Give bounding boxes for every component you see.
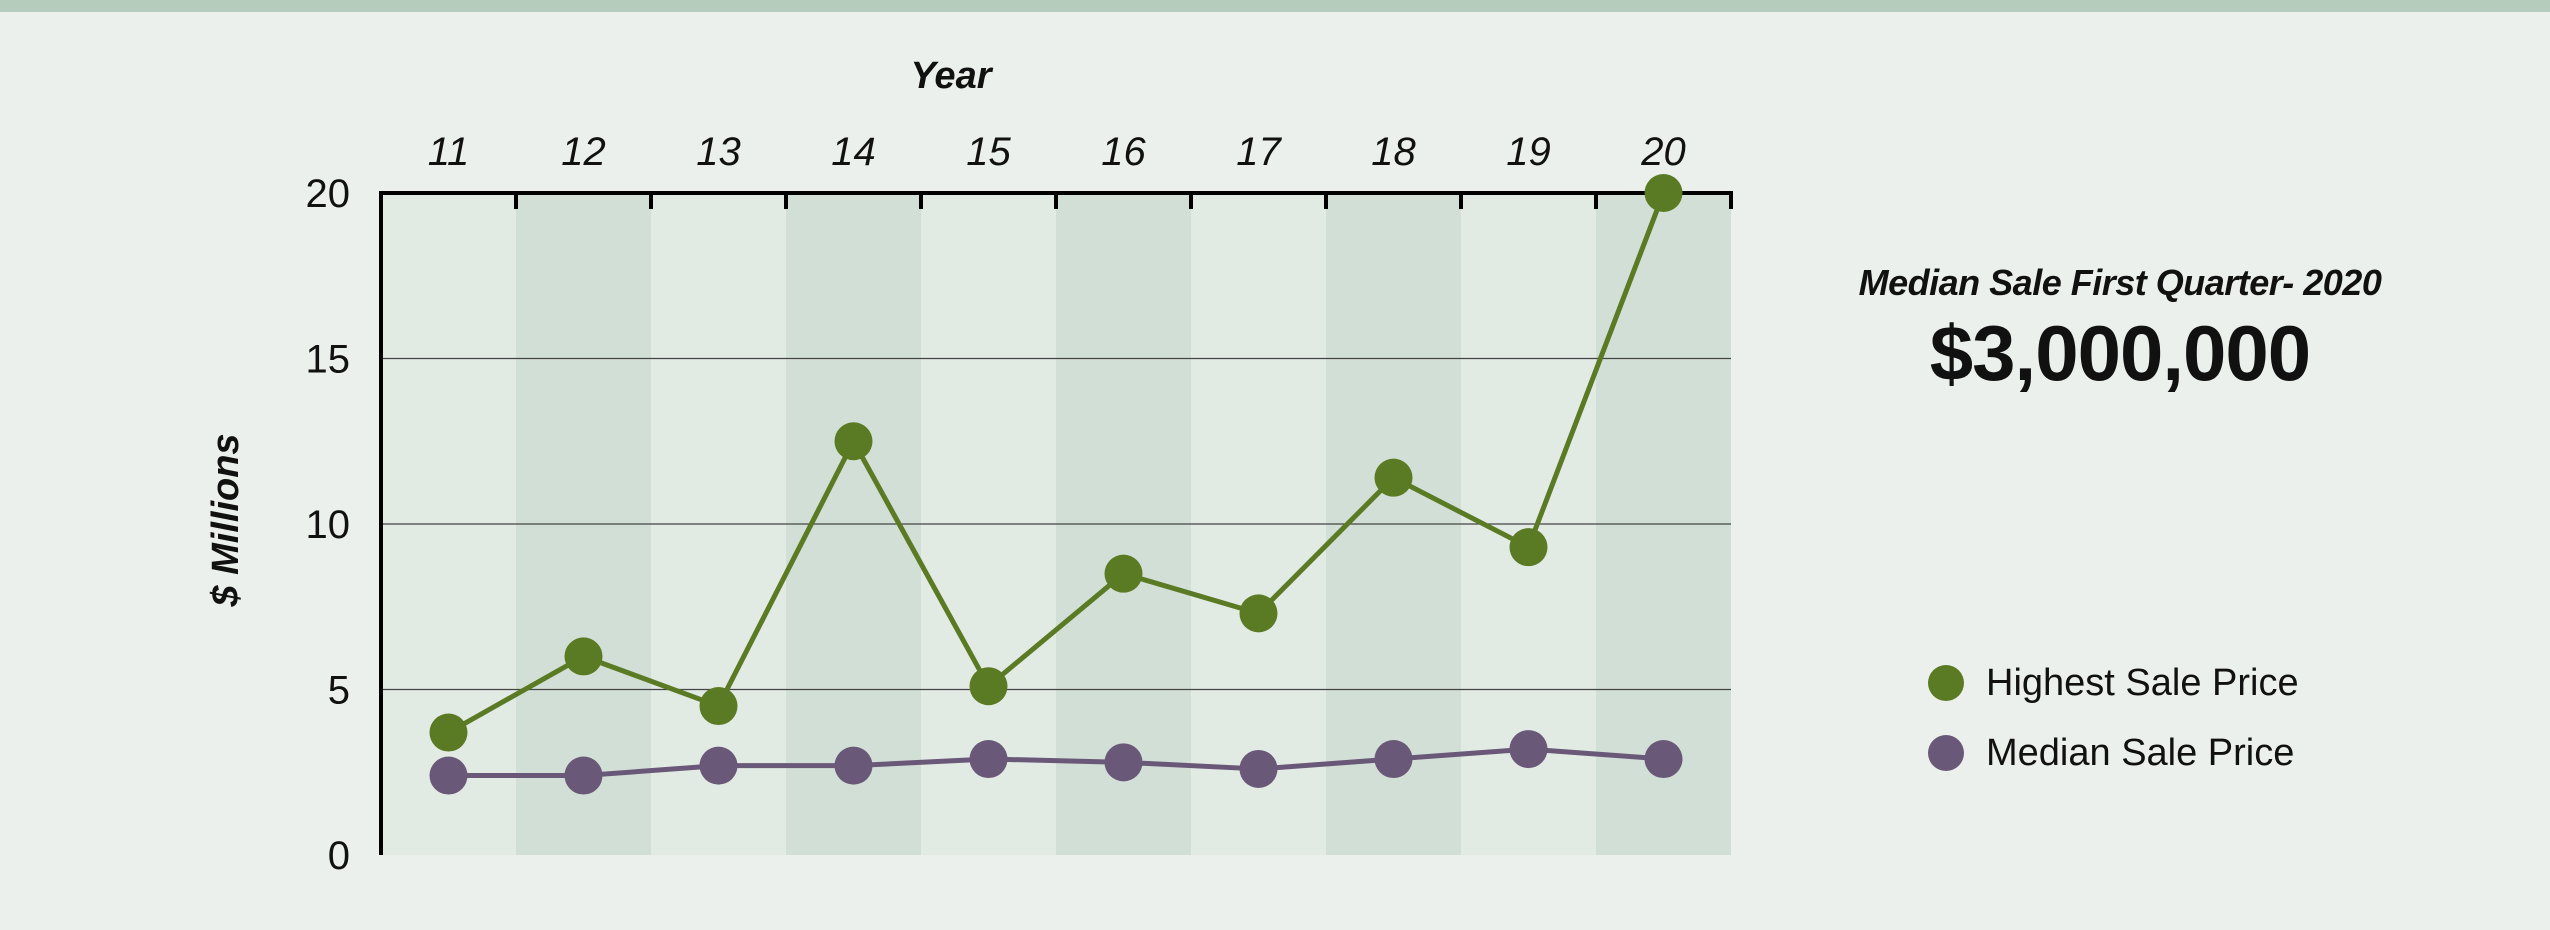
gridlines [381, 357, 1731, 691]
data-point [834, 746, 873, 785]
y-axis-title: $ Millions [205, 433, 247, 607]
x-tick-label: 13 [696, 130, 741, 174]
series-points [429, 174, 1683, 795]
x-tick-label: 12 [561, 130, 606, 174]
data-point [1239, 594, 1278, 633]
chart-legend: Highest Sale Price Median Sale Price [1928, 648, 2299, 788]
x-tick-labels: 11 12 13 14 15 16 17 18 19 20 [428, 130, 1686, 174]
data-point [1374, 458, 1413, 497]
x-tick-label: 14 [831, 130, 876, 174]
data-point [1644, 174, 1683, 212]
callout-value: $3,000,000 [1929, 309, 2311, 397]
legend-marker-highest [1928, 665, 1964, 701]
data-point [564, 637, 603, 676]
data-point [429, 756, 468, 795]
y-tick-label: 20 [306, 172, 351, 216]
data-point [1104, 743, 1143, 782]
x-tick-label: 16 [1101, 130, 1146, 174]
y-tick-labels: 0 5 10 15 20 [306, 172, 351, 878]
legend-item-highest: Highest Sale Price [1928, 648, 2299, 718]
data-point [969, 667, 1008, 706]
x-tick-label: 11 [428, 130, 470, 174]
legend-label-highest: Highest Sale Price [1986, 661, 2299, 704]
legend-item-median: Median Sale Price [1928, 718, 2299, 788]
data-point [1239, 749, 1278, 788]
axes [379, 191, 1733, 855]
series-lines [447, 192, 1666, 779]
legend-label-median: Median Sale Price [1986, 731, 2295, 774]
data-point [834, 422, 873, 461]
x-tick-label: 20 [1640, 130, 1686, 174]
data-point [1104, 554, 1143, 593]
y-tick-label: 10 [306, 503, 351, 547]
data-point [429, 713, 468, 752]
data-point [564, 756, 603, 795]
callout-label: Median Sale First Quarter- 2020 [1858, 262, 2382, 303]
series-line-1 [448, 746, 1664, 779]
legend-marker-median [1928, 735, 1964, 771]
x-tick-label: 17 [1236, 130, 1282, 174]
data-point [1509, 528, 1548, 567]
x-axis-title: Year [911, 55, 994, 97]
data-point [969, 740, 1008, 779]
x-tick-label: 19 [1506, 130, 1551, 174]
data-point [1644, 740, 1683, 779]
top-accent-bar [0, 0, 2550, 12]
data-point [1374, 740, 1413, 779]
y-tick-label: 5 [328, 669, 350, 713]
series-line-0 [447, 192, 1666, 735]
data-point [699, 746, 738, 785]
callout-panel: Median Sale First Quarter- 2020 $3,000,0… [1820, 262, 2420, 399]
data-point [1509, 730, 1548, 769]
x-tick-label: 18 [1371, 130, 1416, 174]
data-point [699, 687, 738, 726]
y-tick-label: 15 [306, 338, 351, 382]
y-tick-label: 0 [328, 834, 350, 878]
x-tick-label: 15 [966, 130, 1011, 174]
